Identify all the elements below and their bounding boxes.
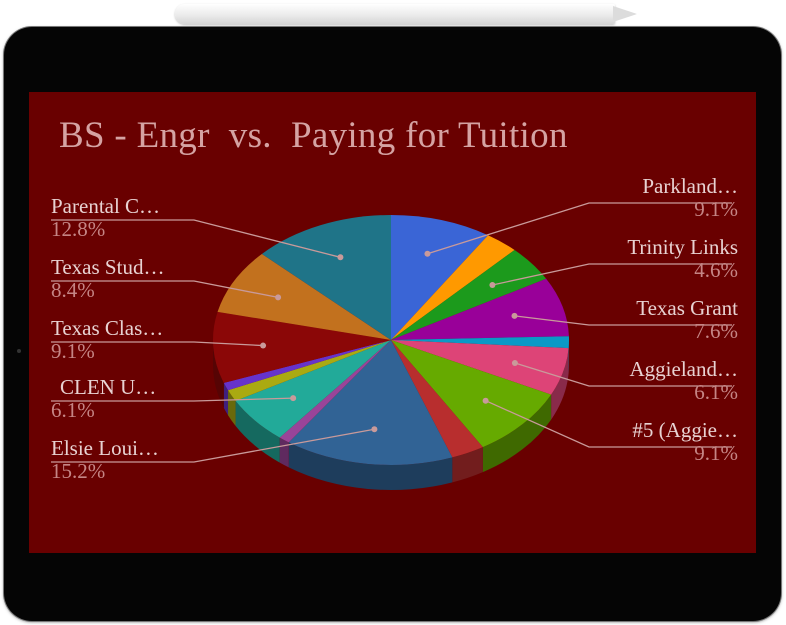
leader-dot [290,395,297,402]
chart-title: BS - Engr vs. Paying for Tuition [59,115,568,156]
slice-label-texas-grant: Texas Grant 7.6% [636,297,738,343]
slice-label-texas-stud: Texas Stud… 8.4% [51,256,164,302]
pie-slice [391,340,483,458]
slice-label-trinity: Trinity Links 4.6% [627,236,738,282]
leader-dot [511,312,518,319]
slice-percent: 8.4% [51,278,95,302]
pie-slice [391,336,569,349]
leader-line [51,341,264,347]
slice-label-parkland: Parkland… 9.1% [642,175,738,221]
leader-line [427,202,732,255]
pie-slice [391,250,547,340]
pie-slice [279,340,391,443]
pie-slice [228,340,391,401]
leader-dot [275,294,282,301]
leader-line [492,263,732,286]
pie-slice [235,340,391,438]
leader-line [51,219,341,258]
leader-line [51,397,294,402]
leader-line [51,428,375,463]
slice-label-clen: CLEN U… 6.1% [51,376,156,422]
pie-slice [288,340,453,465]
slice-name: Texas Grant [636,296,738,320]
slice-percent: 12.8% [51,217,106,241]
leader-line [51,280,279,299]
slice-name: Parental C… [51,194,161,218]
pie-slice [217,253,391,340]
leader-dot [371,426,378,433]
slice-percent: 9.1% [694,441,738,465]
leader-dot [511,359,518,366]
leader-dot [337,254,344,261]
slice-percent: 9.1% [694,197,738,221]
slice-percent: 9.1% [51,339,95,363]
leader-dot [489,281,496,288]
stylus-pencil-tip [613,6,637,22]
leader-line [514,315,732,326]
slice-name: CLEN U… [60,375,157,399]
pie-slice-side [213,340,224,408]
slice-percent: 4.6% [694,258,738,282]
slice-percent: 6.1% [694,380,738,404]
slice-label-aggieland: Aggieland… 6.1% [630,358,738,404]
slice-label-elsie: Elsie Loui… 15.2% [51,437,159,483]
pie-slice [391,340,552,448]
pie-slice-side [235,400,280,463]
pie-slice [223,340,391,391]
pie-slice [391,215,489,340]
pie-slice [261,215,391,340]
leader-dot [424,250,431,257]
slice-name: Trinity Links [627,235,738,259]
pie-slice-side [279,437,289,468]
leader-line [514,362,732,387]
slice-name: #5 (Aggie… [632,418,738,442]
slice-name: Texas Clas… [51,316,164,340]
leader-dot [260,342,267,349]
slice-name: Texas Stud… [51,255,165,279]
slice-name: Parkland… [642,174,738,198]
pie-chart [51,202,732,490]
slice-name: Aggieland… [629,357,738,381]
pie-slice-side [223,382,229,416]
pie-slice-side [551,348,569,420]
slice-label-parental: Parental C… 12.8% [51,195,160,241]
pie-slice-side [228,390,236,426]
leader-dot [482,397,489,404]
tablet-screen: BS - Engr vs. Paying for Tuition Parenta… [29,92,756,553]
slice-percent: 7.6% [694,319,738,343]
pie-slice [391,235,515,340]
front-camera-icon [17,349,21,353]
pie-sides [213,340,569,490]
pie-slices [212,215,569,465]
pie-slice-side [452,447,483,483]
slice-percent: 15.2% [51,459,106,483]
pie-slice [212,311,391,383]
stylus-pencil [175,4,615,24]
slice-label-aggie-5: #5 (Aggie… 9.1% [632,419,738,465]
pie-slice [391,340,569,395]
pie-slice [391,278,569,340]
slice-percent: 6.1% [51,398,95,422]
leader-lines [51,202,732,463]
slice-label-texas-clas: Texas Clas… 9.1% [51,317,163,363]
leader-line [485,400,732,448]
pie-slice-side [288,442,453,490]
pie-slice-side [482,394,552,473]
slice-name: Elsie Loui… [51,436,159,460]
